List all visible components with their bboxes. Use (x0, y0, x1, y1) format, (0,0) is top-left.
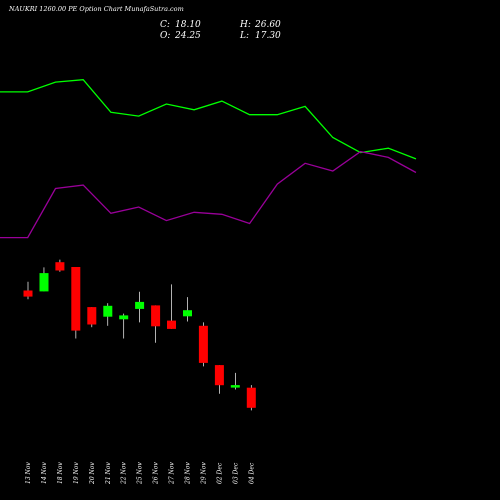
open-value: 24.25 (174, 31, 201, 41)
x-tick-label: 29 Nov (200, 462, 207, 485)
high-label: H: (239, 20, 251, 30)
candle-body (87, 307, 97, 325)
series-line-1 (0, 79, 417, 160)
candle-body (246, 387, 256, 408)
x-tick-label: 02 Dec (216, 462, 223, 484)
open-label: O: (160, 31, 170, 41)
close-label: C: (160, 20, 170, 30)
candle-body (71, 267, 81, 331)
line-panel (0, 79, 417, 239)
candle-body (103, 305, 113, 317)
x-tick-label: 04 Dec (248, 462, 255, 484)
x-tick-label: 21 Nov (105, 462, 112, 485)
candle-body (135, 301, 145, 309)
chart-title: NAUKRI 1260.00 PE Option Chart MunafaSut… (8, 5, 184, 13)
x-tick-label: 22 Nov (121, 462, 128, 485)
x-tick-label: 14 Nov (41, 462, 48, 484)
x-tick-label: 19 Nov (73, 462, 80, 484)
x-tick-label: 27 Nov (169, 462, 176, 485)
candle-body (23, 290, 33, 297)
candle-body (230, 385, 240, 388)
candle-body (167, 320, 176, 329)
x-tick-label: 25 Nov (137, 462, 144, 485)
candle-body (39, 273, 49, 292)
high-value: 26.60 (254, 20, 281, 30)
x-tick-label: 18 Nov (57, 462, 64, 484)
candle-body (198, 325, 208, 363)
candle-body (214, 365, 224, 386)
close-value: 18.10 (175, 20, 201, 30)
x-tick-label: 28 Nov (185, 462, 192, 485)
low-label: L: (239, 31, 249, 41)
candle-body (55, 262, 65, 271)
x-tick-label: 13 Nov (25, 462, 32, 484)
x-axis-labels: 13 Nov 14 Nov 18 Nov 19 Nov 20 Nov 21 Nov 22 N… (25, 462, 255, 485)
candle-body (151, 305, 161, 327)
x-tick-label: 03 Dec (232, 462, 239, 484)
low-value: 17.30 (255, 31, 281, 41)
candle-body (119, 315, 129, 320)
x-tick-label: 20 Nov (89, 462, 96, 485)
candle-body (183, 310, 192, 317)
candlestick-panel (23, 259, 256, 411)
series-line-2 (0, 150, 417, 239)
x-tick-label: 26 Nov (153, 462, 160, 485)
